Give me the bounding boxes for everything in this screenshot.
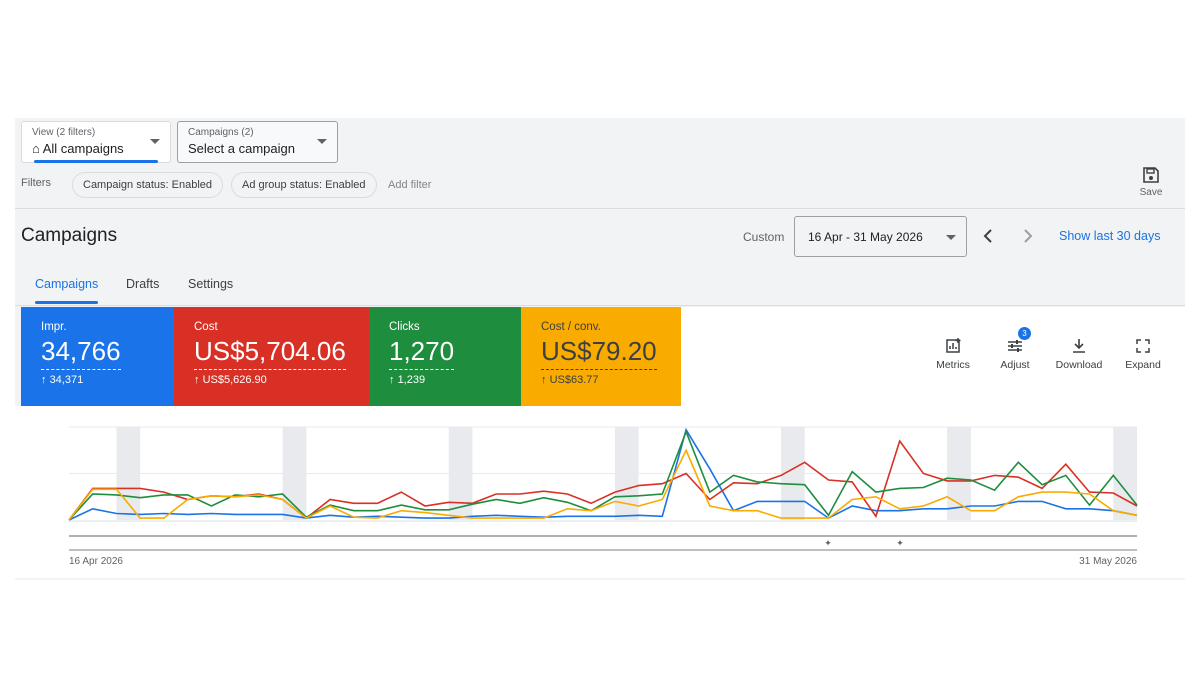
metric-label: Cost / conv.	[541, 321, 601, 333]
active-underline	[34, 160, 158, 163]
caret	[150, 139, 160, 144]
badge: 3	[1018, 327, 1031, 340]
campaign-dropdown[interactable]: Campaigns (2) Select a campaign	[177, 121, 338, 163]
x-tick-label: 16 Apr 2026	[69, 556, 123, 567]
view-value-text: All campaigns	[42, 141, 124, 156]
x-tick-label: 31 May 2026	[1079, 556, 1137, 567]
view-dropdown[interactable]: View (2 filters) ⌂ All campaigns	[21, 121, 171, 163]
tab[interactable]: Drafts	[126, 277, 160, 291]
series-line	[68, 448, 1138, 521]
campaigns-panel: View (2 filters) ⌂ All campaigns Campaig…	[15, 118, 1185, 580]
metric-label: Cost	[194, 321, 218, 333]
view-label: View (2 filters)	[32, 127, 96, 138]
metric-change: ↑ 1,239	[389, 374, 501, 386]
filter-chip[interactable]: Campaign status: Enabled	[72, 172, 224, 198]
tab[interactable]: Settings	[188, 277, 234, 291]
metric-value-text: US$5,704.06	[194, 336, 346, 370]
date-range: 16 Apr - 31 May 2026	[808, 230, 923, 244]
metric-change-text: 34,371	[49, 374, 84, 386]
toolbar: Metrics Adjust 3 Download Expand	[681, 307, 1185, 406]
metric-value: 34,766	[41, 333, 154, 370]
filter-chip[interactable]: Ad group status: Enabled	[231, 172, 377, 198]
tab[interactable]: Campaigns	[35, 277, 99, 291]
annotation-icon: ✦	[896, 538, 904, 548]
date-label: Custom	[743, 230, 785, 244]
performance-chart: ✦ ✦ 16 Apr 2026 31 May 2026	[15, 406, 1185, 578]
tool-icon	[1008, 340, 1022, 352]
tool-label: Download	[1055, 359, 1103, 371]
save-label: Save	[1139, 187, 1163, 198]
metric-change-text: US$63.77	[549, 374, 599, 386]
metric-value: US$79.20	[541, 333, 661, 370]
metric-change: ↑ US$63.77	[541, 374, 661, 386]
caret	[317, 139, 327, 144]
toolbar-button[interactable]: Download	[1049, 337, 1109, 371]
show-last-link[interactable]: Show last 30 days	[1059, 229, 1161, 243]
page-title: Campaigns	[21, 225, 118, 246]
separator	[15, 208, 1185, 209]
view-value: ⌂ All campaigns	[32, 141, 124, 156]
tool-label: Metrics	[936, 359, 970, 371]
metric-change-text: 1,239	[397, 374, 426, 386]
date-picker[interactable]: 16 Apr - 31 May 2026	[794, 216, 967, 257]
metric-label: Clicks	[389, 321, 420, 333]
tool-label: Expand	[1125, 359, 1161, 371]
campaign-label: Campaigns (2)	[188, 127, 254, 138]
toolbar-button[interactable]: Expand	[1113, 337, 1173, 371]
metric-value: 1,270	[389, 333, 501, 370]
arrow-icon: ↑	[41, 374, 50, 386]
tool-icon	[1073, 339, 1085, 353]
add-filter[interactable]: Add filter	[388, 179, 432, 191]
campaign-value: Select a campaign	[188, 141, 295, 156]
tool-icon	[946, 338, 961, 353]
chart-background	[15, 406, 1185, 578]
metric-value-text: 34,766	[41, 336, 121, 370]
save-icon	[1143, 167, 1159, 183]
metric-change: ↑ US$5,626.90	[194, 374, 349, 386]
tool-label: Adjust	[1000, 359, 1030, 371]
metric-change: ↑ 34,371	[41, 374, 154, 386]
toolbar-button[interactable]: Adjust 3	[985, 327, 1045, 371]
metric-value: US$5,704.06	[194, 333, 349, 370]
metric-value-text: US$79.20	[541, 336, 657, 370]
prev-button[interactable]	[979, 227, 997, 245]
metric-card[interactable]: Cost / conv. US$79.20 ↑ US$63.77	[521, 307, 681, 406]
metric-card[interactable]: Cost US$5,704.06 ↑ US$5,626.90	[174, 307, 369, 406]
next-button[interactable]	[1019, 227, 1037, 245]
annotation-icon: ✦	[824, 538, 832, 548]
series-line	[68, 427, 1138, 521]
separator	[15, 305, 1185, 306]
metric-label: Impr.	[41, 321, 67, 333]
save-button[interactable]: Save	[1133, 166, 1169, 198]
metric-value-text: 1,270	[389, 336, 455, 370]
metric-change-text: US$5,626.90	[202, 374, 267, 386]
tool-icon	[1136, 339, 1150, 353]
metric-cards: Impr. 34,766 ↑ 34,371 Cost US$5,704.06 ↑ US$5…	[21, 307, 681, 406]
arrow-icon: ↑	[389, 374, 398, 386]
filters-label: Filters	[21, 177, 51, 189]
metric-card[interactable]: Impr. 34,766 ↑ 34,371	[21, 307, 174, 406]
tab-indicator	[35, 301, 98, 304]
arrow-icon: ↑	[541, 374, 550, 386]
caret	[946, 235, 956, 240]
metric-card[interactable]: Clicks 1,270 ↑ 1,239	[369, 307, 521, 406]
arrow-icon: ↑	[194, 374, 203, 386]
toolbar-button[interactable]: Metrics	[923, 337, 983, 371]
